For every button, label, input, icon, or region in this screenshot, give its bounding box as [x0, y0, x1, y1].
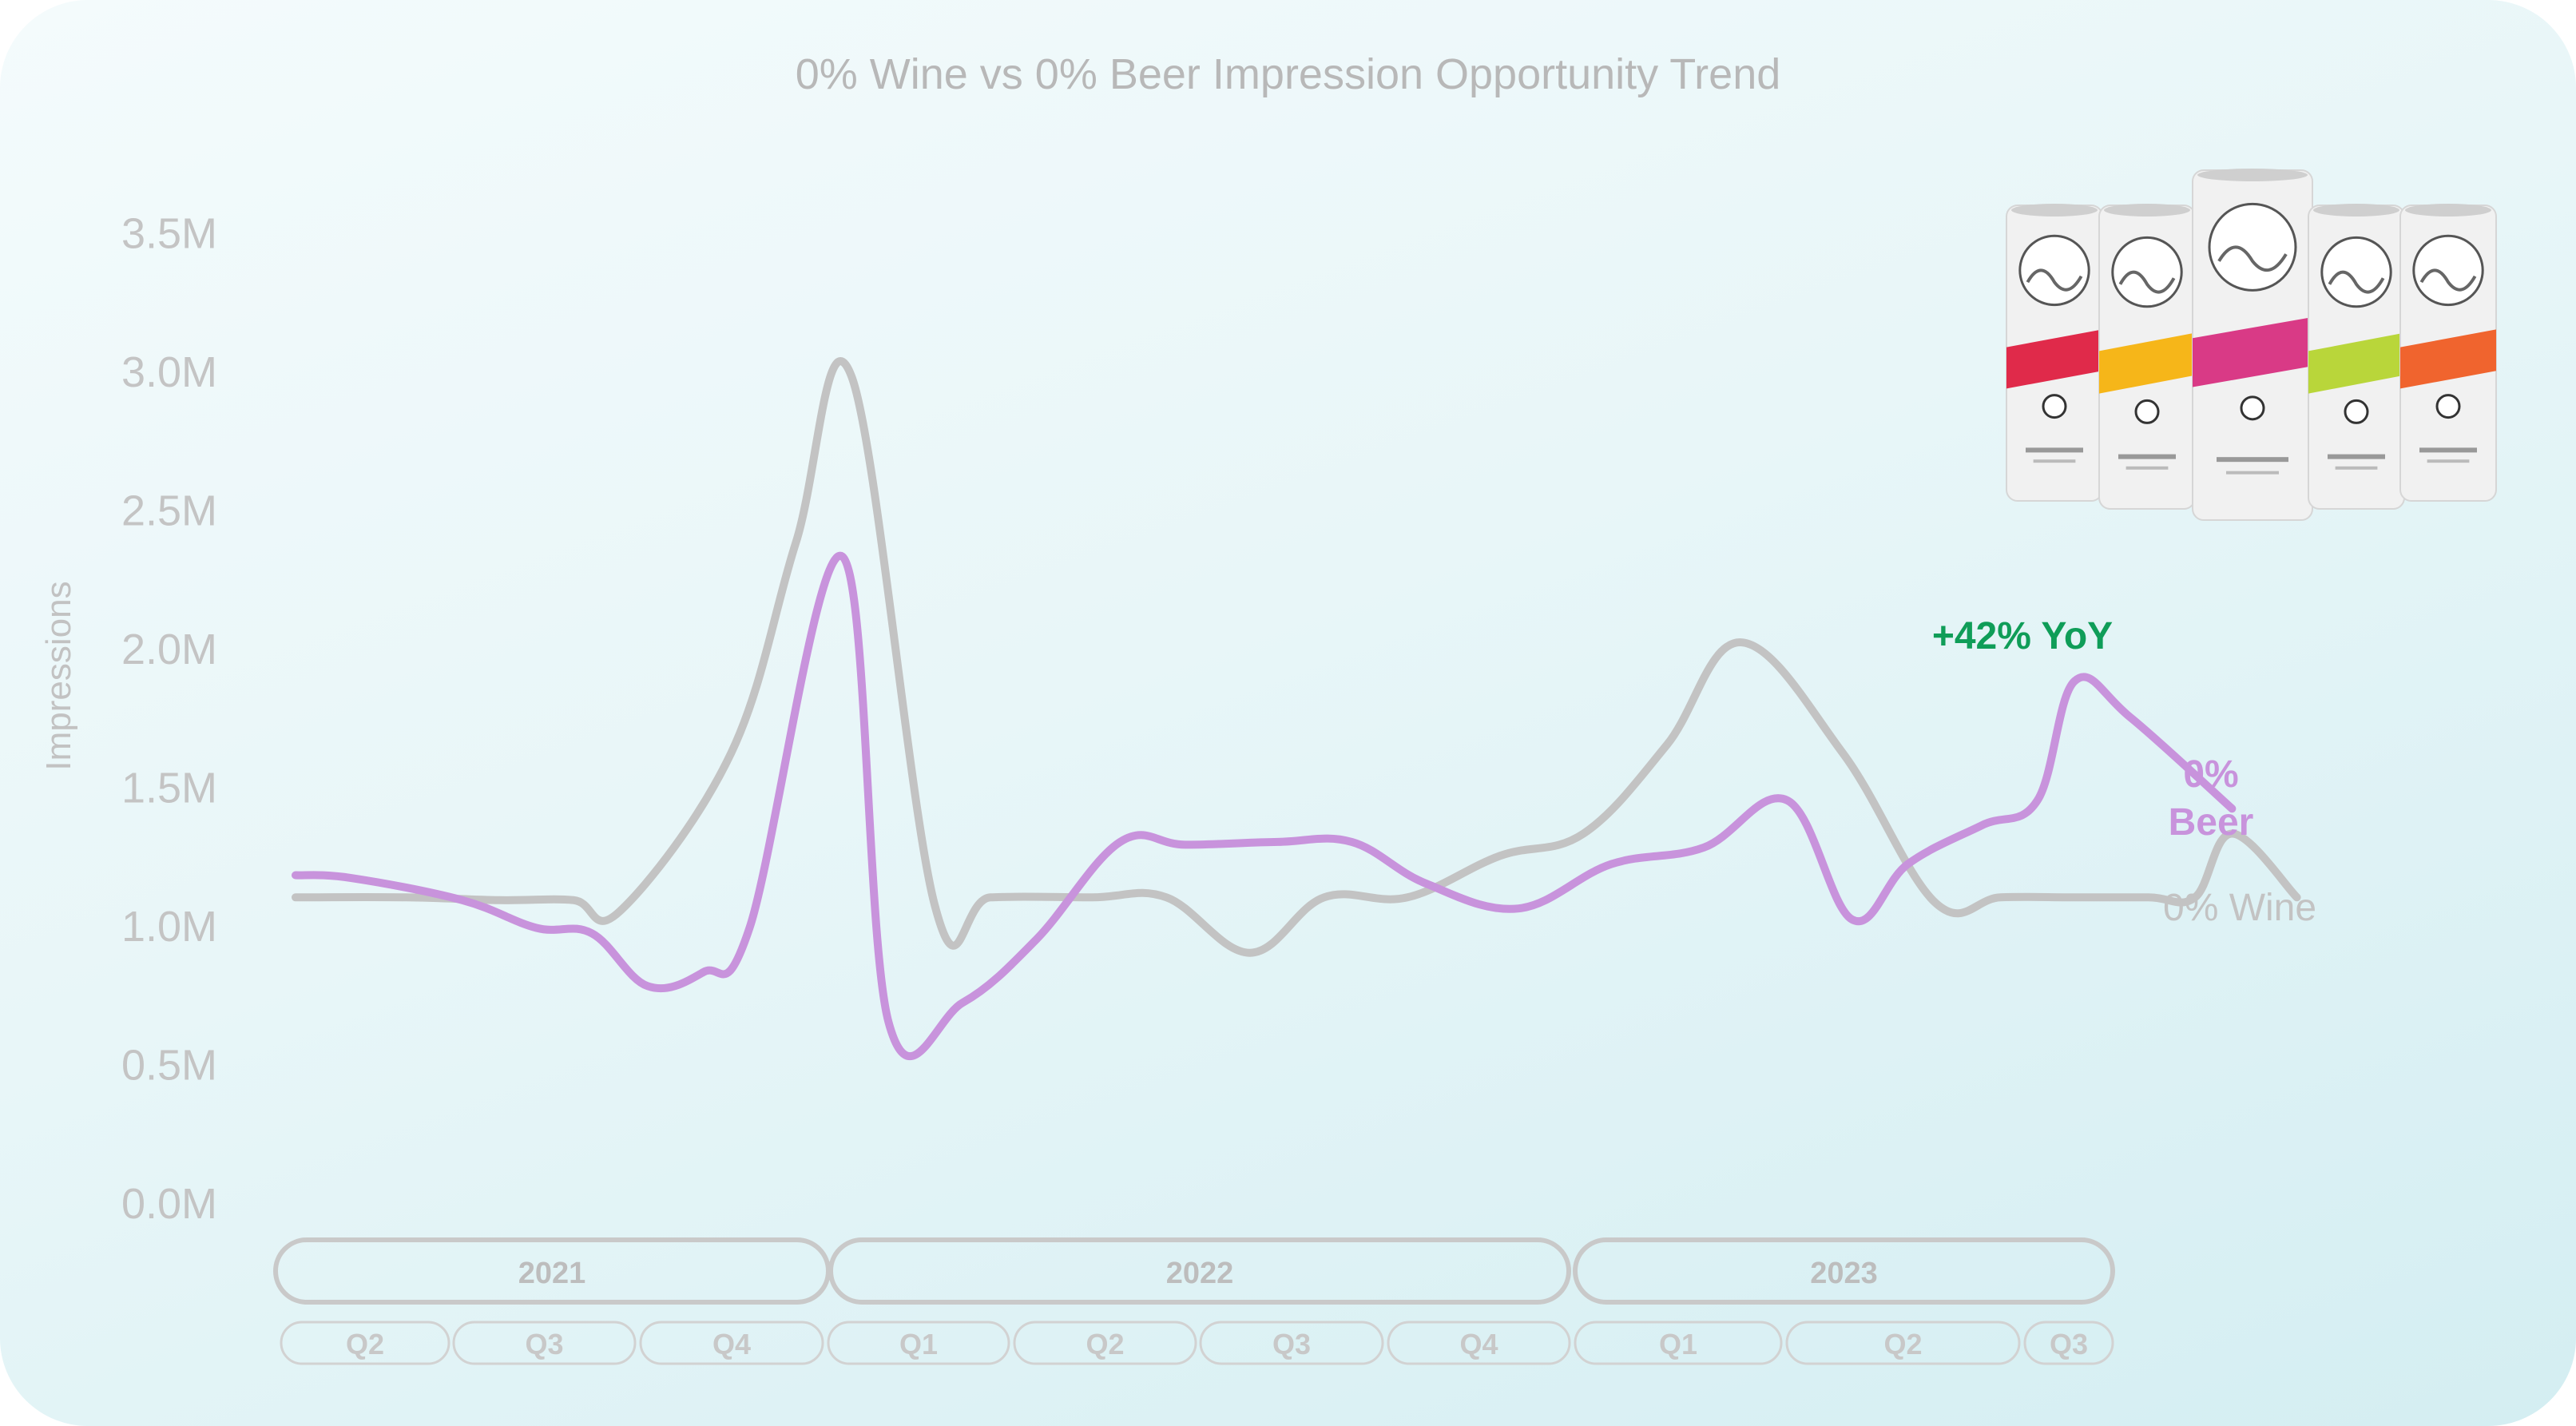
year-label: 2023: [1810, 1257, 1878, 1290]
quarter-label: Q3: [525, 1328, 563, 1360]
quarter-pill: [452, 1321, 637, 1365]
quarter-pill: [1785, 1321, 2021, 1365]
quarter-label: Q1: [1659, 1328, 1697, 1360]
quarter-pill: [1199, 1321, 1384, 1365]
quarter-label: Q2: [1086, 1328, 1124, 1360]
product-can: [2098, 204, 2196, 510]
series-line-beer: [292, 551, 2237, 1061]
year-pill: [828, 1237, 1571, 1305]
quarter-label: Q4: [1459, 1328, 1498, 1360]
series-label-wine: 0% Wine: [2163, 887, 2316, 929]
annotation-yoy: +42% YoY: [1932, 615, 2113, 657]
quarter-label: Q4: [712, 1328, 751, 1360]
quarter-pill: [2023, 1321, 2114, 1365]
y-tick-label: 0.0M: [121, 1180, 217, 1228]
product-cans-image: [2006, 169, 2497, 521]
chart-title: 0% Wine vs 0% Beer Impression Opportunit…: [795, 50, 1781, 98]
year-label: 2022: [1166, 1257, 1234, 1290]
y-tick-label: 0.5M: [121, 1042, 217, 1090]
quarter-pill: [639, 1321, 824, 1365]
series-label-beer: 0% Beer: [2169, 753, 2254, 844]
quarter-label: Q3: [1272, 1328, 1311, 1360]
product-can: [2308, 204, 2405, 510]
quarter-label: Q1: [899, 1328, 938, 1360]
labels-layer: 0% Beer 0% Wine +42% YoY: [1932, 615, 2316, 929]
y-tick-label: 2.0M: [121, 626, 217, 673]
quarter-pill: [1387, 1321, 1571, 1365]
quarter-label: Q3: [2050, 1328, 2088, 1360]
series-layer: [292, 357, 2301, 1061]
quarter-label: Q2: [1883, 1328, 1922, 1360]
y-axis-label: Impressions: [39, 581, 78, 770]
y-tick-label: 1.5M: [121, 765, 217, 812]
quarter-label: Q2: [346, 1328, 384, 1360]
product-can: [2399, 204, 2497, 502]
product-can: [2006, 204, 2103, 502]
quarter-pill: [1574, 1321, 1783, 1365]
y-tick-label: 2.5M: [121, 487, 217, 535]
quarter-pill: [280, 1321, 451, 1365]
quarter-pill: [827, 1321, 1010, 1365]
x-axis: 2021 2022 2023 Q2 Q3 Q4 Q1 Q2 Q3 Q4 Q1 Q2 Q3: [273, 1237, 2115, 1365]
y-tick-label: 3.0M: [121, 348, 217, 396]
y-tick-label: 1.0M: [121, 903, 217, 951]
y-tick-label: 3.5M: [121, 210, 217, 258]
product-can: [2192, 169, 2313, 521]
y-axis: 0.0M 0.5M 1.0M 1.5M 2.0M 2.5M 3.0M 3.5M: [121, 210, 217, 1229]
quarter-pill: [1013, 1321, 1197, 1365]
series-line-wine: [292, 357, 2301, 957]
year-label: 2021: [518, 1257, 586, 1290]
year-pill: [1573, 1237, 2115, 1305]
